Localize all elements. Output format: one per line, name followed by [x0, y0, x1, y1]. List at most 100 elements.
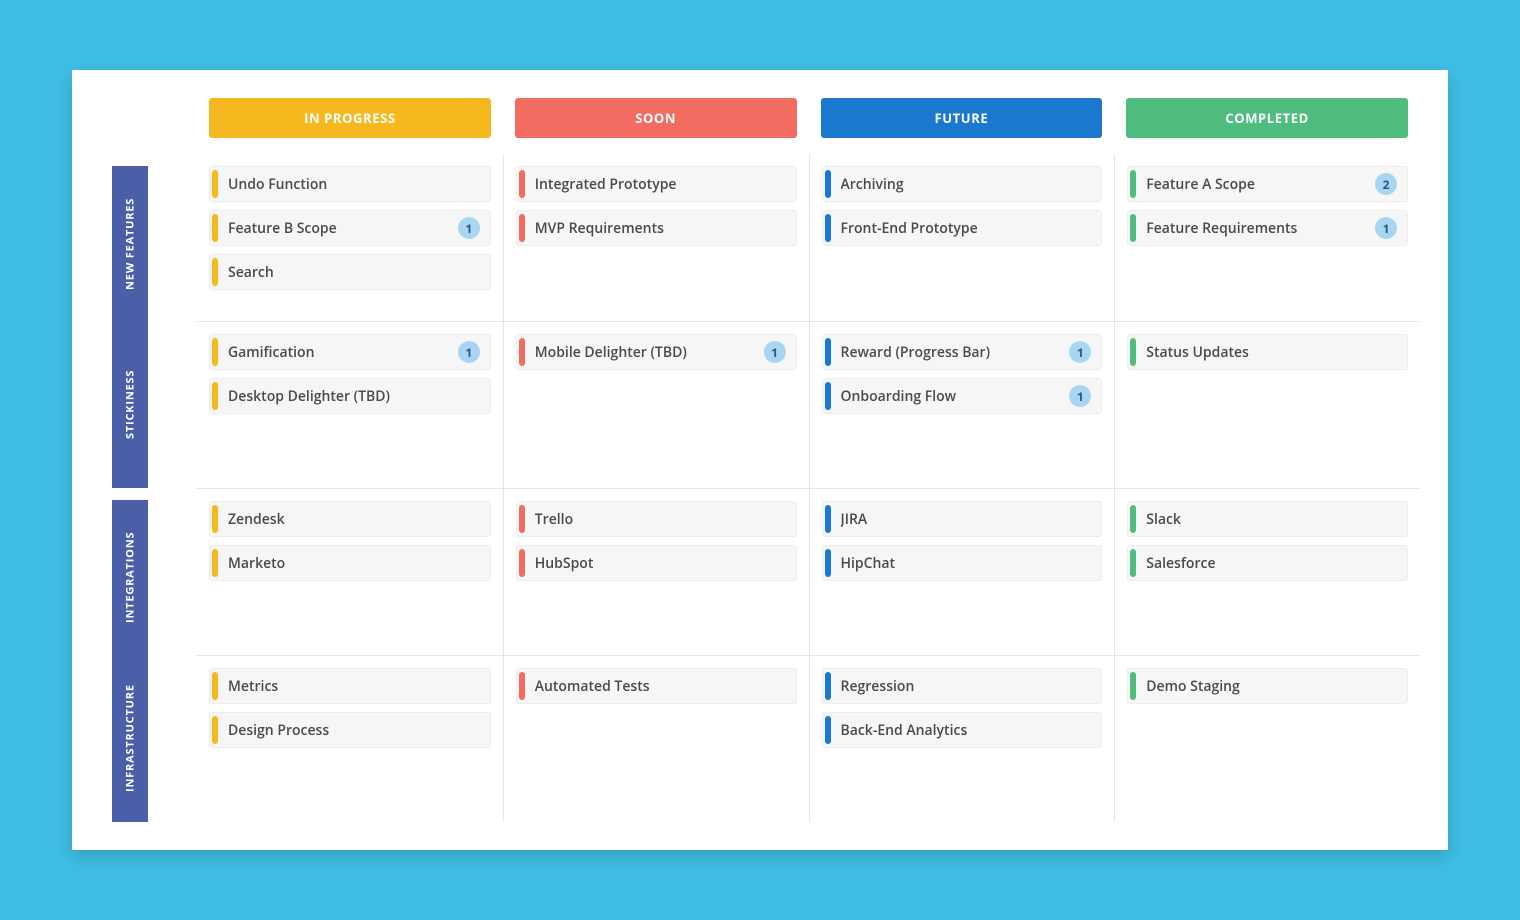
- row-label-stickiness[interactable]: STICKINESS: [112, 321, 148, 488]
- card-badge: 1: [458, 341, 480, 363]
- card[interactable]: Mobile Delighter (TBD)1: [516, 334, 797, 370]
- column-header-cell-soon: SOON: [503, 98, 809, 154]
- row-label-cell-new-features: NEW FEATURES: [72, 154, 197, 321]
- kanban-board: IN PROGRESS SOON FUTURE COMPLETED NEW FEATUR…: [72, 70, 1448, 850]
- card-stripe: [1130, 505, 1136, 532]
- cell-integrations-completed: Slack Salesforce: [1114, 488, 1420, 655]
- card-stripe: [825, 672, 831, 699]
- card-title: Demo Staging: [1146, 677, 1397, 696]
- card-badge: 1: [1375, 217, 1397, 239]
- card-title: Automated Tests: [535, 677, 786, 696]
- card-title: Marketo: [228, 554, 480, 573]
- card[interactable]: Reward (Progress Bar)1: [822, 334, 1103, 370]
- card-stripe: [1130, 549, 1136, 576]
- card[interactable]: Feature A Scope2: [1127, 166, 1408, 202]
- card-title: Salesforce: [1146, 554, 1397, 573]
- card-title: Feature Requirements: [1146, 219, 1375, 238]
- column-header-cell-in-progress: IN PROGRESS: [197, 98, 503, 154]
- card[interactable]: Trello: [516, 501, 797, 537]
- card[interactable]: Demo Staging: [1127, 668, 1408, 704]
- card-stripe: [212, 338, 218, 365]
- column-header-completed[interactable]: COMPLETED: [1126, 98, 1408, 138]
- card[interactable]: Metrics: [209, 668, 491, 704]
- cell-stickiness-soon: Mobile Delighter (TBD)1: [503, 321, 809, 488]
- card[interactable]: Feature B Scope1: [209, 210, 491, 246]
- cell-infrastructure-future: Regression Back-End Analytics: [809, 655, 1115, 822]
- card-stripe: [825, 170, 831, 197]
- card[interactable]: Back-End Analytics: [822, 712, 1103, 748]
- card[interactable]: Search: [209, 254, 491, 290]
- column-header-soon[interactable]: SOON: [515, 98, 797, 138]
- card[interactable]: Front-End Prototype: [822, 210, 1103, 246]
- card[interactable]: Regression: [822, 668, 1103, 704]
- cell-new-features-in-progress: Undo Function Feature B Scope1 Search: [197, 154, 503, 321]
- card-stripe: [1130, 170, 1136, 197]
- card[interactable]: Integrated Prototype: [516, 166, 797, 202]
- card[interactable]: Slack: [1127, 501, 1408, 537]
- card[interactable]: Onboarding Flow1: [822, 378, 1103, 414]
- card[interactable]: Undo Function: [209, 166, 491, 202]
- card[interactable]: Marketo: [209, 545, 491, 581]
- card[interactable]: Archiving: [822, 166, 1103, 202]
- cell-new-features-soon: Integrated Prototype MVP Requirements: [503, 154, 809, 321]
- card-title: Gamification: [228, 343, 458, 362]
- column-header-cell-completed: COMPLETED: [1114, 98, 1420, 154]
- card[interactable]: Feature Requirements1: [1127, 210, 1408, 246]
- card-stripe: [519, 505, 525, 532]
- card-title: Back-End Analytics: [841, 721, 1092, 740]
- card-title: Integrated Prototype: [535, 175, 786, 194]
- card-title: Trello: [535, 510, 786, 529]
- card[interactable]: Status Updates: [1127, 334, 1408, 370]
- card-badge: 1: [764, 341, 786, 363]
- row-label-new-features[interactable]: NEW FEATURES: [112, 166, 148, 321]
- card-stripe: [212, 258, 218, 285]
- card[interactable]: HipChat: [822, 545, 1103, 581]
- cell-stickiness-future: Reward (Progress Bar)1Onboarding Flow1: [809, 321, 1115, 488]
- card-title: Search: [228, 263, 480, 282]
- card-badge: 2: [1375, 173, 1397, 195]
- card-title: JIRA: [841, 510, 1092, 529]
- card-title: Status Updates: [1146, 343, 1397, 362]
- card[interactable]: Salesforce: [1127, 545, 1408, 581]
- row-label-cell-infrastructure: INFRASTRUCTURE: [72, 655, 197, 822]
- column-header-cell-future: FUTURE: [809, 98, 1115, 154]
- card-title: Design Process: [228, 721, 480, 740]
- card[interactable]: HubSpot: [516, 545, 797, 581]
- column-header-in-progress[interactable]: IN PROGRESS: [209, 98, 491, 138]
- card-badge: 1: [1069, 385, 1091, 407]
- cell-infrastructure-soon: Automated Tests: [503, 655, 809, 822]
- cell-integrations-future: JIRA HipChat: [809, 488, 1115, 655]
- card-stripe: [212, 214, 218, 241]
- card-title: Onboarding Flow: [841, 387, 1070, 406]
- card-stripe: [1130, 214, 1136, 241]
- card-stripe: [825, 716, 831, 743]
- card-title: Desktop Delighter (TBD): [228, 387, 480, 406]
- card[interactable]: JIRA: [822, 501, 1103, 537]
- card-stripe: [212, 716, 218, 743]
- card[interactable]: Gamification1: [209, 334, 491, 370]
- card-stripe: [825, 549, 831, 576]
- card-stripe: [825, 338, 831, 365]
- card-stripe: [212, 672, 218, 699]
- row-label-cell-integrations: INTEGRATIONS: [72, 488, 197, 655]
- card-stripe: [519, 672, 525, 699]
- card-title: Undo Function: [228, 175, 480, 194]
- card[interactable]: Zendesk: [209, 501, 491, 537]
- card[interactable]: Design Process: [209, 712, 491, 748]
- card[interactable]: Automated Tests: [516, 668, 797, 704]
- card-stripe: [212, 170, 218, 197]
- row-label-integrations[interactable]: INTEGRATIONS: [112, 500, 148, 655]
- cell-integrations-soon: Trello HubSpot: [503, 488, 809, 655]
- card-stripe: [519, 170, 525, 197]
- row-label-infrastructure[interactable]: INFRASTRUCTURE: [112, 655, 148, 822]
- card-title: HipChat: [841, 554, 1092, 573]
- card-title: Slack: [1146, 510, 1397, 529]
- card[interactable]: Desktop Delighter (TBD): [209, 378, 491, 414]
- card-stripe: [825, 214, 831, 241]
- card-stripe: [1130, 338, 1136, 365]
- card[interactable]: MVP Requirements: [516, 210, 797, 246]
- card-title: Zendesk: [228, 510, 480, 529]
- card-title: Reward (Progress Bar): [841, 343, 1070, 362]
- column-header-future[interactable]: FUTURE: [821, 98, 1103, 138]
- card-badge: 1: [458, 217, 480, 239]
